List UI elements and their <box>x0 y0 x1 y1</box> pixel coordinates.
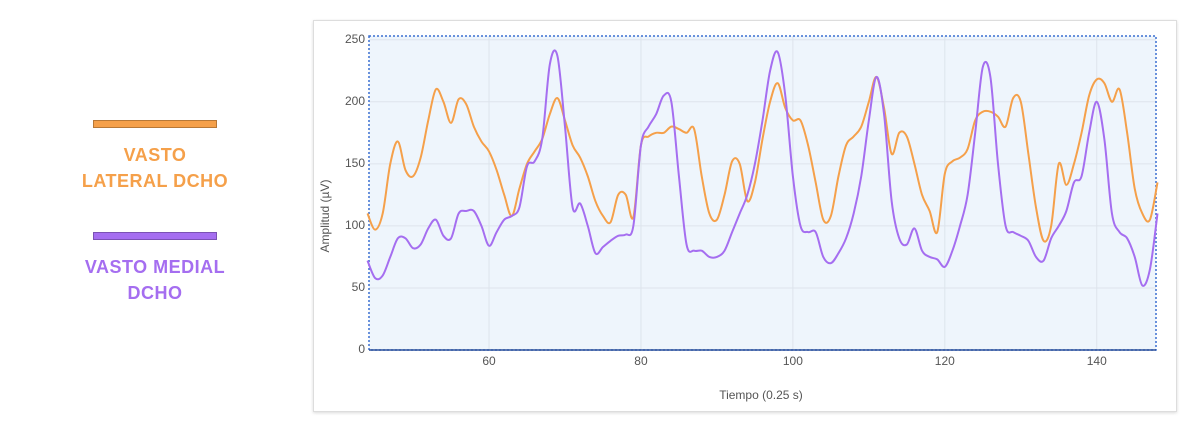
x-tick-label: 140 <box>1087 354 1107 368</box>
legend-label: VASTO LATERAL DCHO <box>81 145 229 191</box>
x-tick-label: 80 <box>634 354 648 368</box>
y-axis-title: Amplitud (µV) <box>318 180 332 253</box>
x-tick-label: 60 <box>482 354 496 368</box>
legend-label: VASTO MEDIAL DCHO <box>84 257 226 303</box>
series-line <box>366 75 1159 243</box>
legend-item: VASTO MEDIAL DCHO <box>60 232 250 306</box>
x-tick-label: 120 <box>935 354 955 368</box>
y-tick-label: 250 <box>345 32 365 46</box>
y-tick-label: 150 <box>345 156 365 170</box>
y-tick-label: 100 <box>345 218 365 232</box>
legend-swatch <box>93 120 217 128</box>
x-axis-title: Tiempo (0.25 s) <box>719 388 803 402</box>
legend-item: VASTO LATERAL DCHO <box>60 120 250 194</box>
x-tick-label: 100 <box>783 354 803 368</box>
chart-panel: Amplitud (µV) Tiempo (0.25 s) 0 50 100 150 2… <box>313 20 1177 412</box>
chart: Amplitud (µV) Tiempo (0.25 s) 0 50 100 150 2… <box>318 32 1159 402</box>
y-tick-label: 200 <box>345 94 365 108</box>
series-line <box>366 49 1159 287</box>
legend-swatch <box>93 232 217 240</box>
plot-area <box>369 36 1156 350</box>
legend: VASTO LATERAL DCHO VASTO MEDIAL DCHO <box>60 120 250 344</box>
y-tick-label: 50 <box>352 280 366 294</box>
y-tick-label: 0 <box>358 342 365 356</box>
